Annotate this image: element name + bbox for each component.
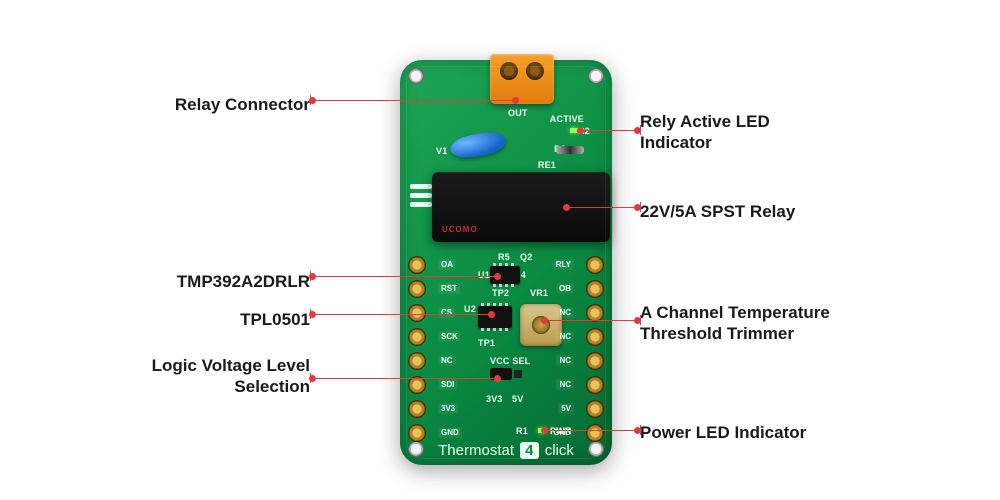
mikrobus-pin [586, 256, 604, 274]
callout-label: TPL0501 [240, 309, 310, 330]
pin-label: 3V3 [438, 403, 458, 414]
silk-r5: R5 [498, 252, 510, 262]
mikrobus-pin [586, 328, 604, 346]
ic-tpl0501 [478, 306, 512, 328]
capacitor-v1 [449, 129, 508, 160]
callout-tick [310, 95, 311, 105]
silk-vccsel: VCC SEL [490, 356, 530, 366]
silk-active: ACTIVE [550, 114, 584, 124]
mikrobus-pin [408, 352, 426, 370]
callout-tick [310, 373, 311, 383]
silk-u1: U1 [478, 270, 490, 280]
callout-tick [640, 125, 641, 135]
callout-leader [578, 130, 640, 131]
silk-d1: D1 [554, 144, 566, 154]
mikrobus-pin [586, 424, 604, 442]
mikrobus-pin [408, 328, 426, 346]
silk-vr1: VR1 [530, 288, 548, 298]
callout-tick [310, 309, 311, 319]
callout-leader [310, 276, 500, 277]
vcc-sel-jumper [492, 370, 522, 394]
mikrobus-pin [586, 352, 604, 370]
mikroe-logo-icon [410, 180, 432, 206]
pin-label: RST [438, 283, 460, 294]
pin-label: CS [438, 307, 455, 318]
pin-label: OA [438, 259, 456, 270]
silk-r4: R4 [514, 270, 526, 280]
mikrobus-pin [586, 280, 604, 298]
pin-label: SDI [438, 379, 457, 390]
threshold-trimmer [520, 304, 562, 346]
callout-label: TMP392A2DRLR [177, 271, 310, 292]
mikrobus-pin [586, 376, 604, 394]
mount-hole [588, 68, 604, 84]
callout-tick [640, 315, 641, 325]
mikrobus-pins-left: OARSTCSSCKNCSDI3V3GND [408, 256, 426, 448]
callout-label: A Channel TemperatureThreshold Trimmer [640, 302, 830, 345]
callout-leader [542, 320, 640, 321]
pin-label: GND [438, 427, 462, 438]
silk-u2: U2 [464, 304, 476, 314]
pin-label: GND [550, 427, 574, 438]
silk-3v3: 3V3 [486, 394, 503, 404]
diode-d1 [556, 146, 584, 154]
callout-leader [310, 100, 518, 101]
pin-label: NC [556, 355, 574, 366]
pin-label: NC [556, 307, 574, 318]
silk-re1: RE1 [538, 160, 556, 170]
mikrobus-pin [408, 400, 426, 418]
mikrobus-pin [408, 256, 426, 274]
mount-hole [408, 68, 424, 84]
callout-tick [640, 425, 641, 435]
silk-pwr: PWR [550, 426, 572, 436]
title-prefix: Thermostat [438, 442, 514, 459]
title-number: 4 [520, 442, 538, 459]
silk-v1: V1 [436, 146, 447, 156]
callout-label: Logic Voltage LevelSelection [152, 355, 310, 398]
pin-label: OB [556, 283, 574, 294]
callout-label: Rely Active LEDIndicator [640, 111, 770, 154]
pin-label: SCK [438, 331, 461, 342]
mikrobus-pin [586, 400, 604, 418]
callout-leader [310, 378, 500, 379]
callout-leader [542, 430, 640, 431]
pin-label: NC [438, 355, 456, 366]
click-board-infographic: OUT ACTIVE R2 D1 V1 RE1 UCOMO R5 Q2 U1 R… [0, 0, 1000, 500]
mikrobus-pin [408, 304, 426, 322]
callout-label: Relay Connector [175, 94, 310, 115]
pin-label: RLY [553, 259, 574, 270]
pin-label: NC [556, 331, 574, 342]
silk-tp2: TP2 [492, 288, 509, 298]
silk-out: OUT [508, 108, 528, 118]
callout-label: 22V/5A SPST Relay [640, 201, 795, 222]
mikrobus-pin [408, 280, 426, 298]
relay-brand-label: UCOMO [442, 225, 478, 234]
pin-label: NC [556, 379, 574, 390]
silk-r1: R1 [516, 426, 528, 436]
callout-label: Power LED Indicator [640, 422, 806, 443]
relay-connector-terminal [490, 54, 554, 104]
callout-leader [310, 314, 494, 315]
silk-5v: 5V [512, 394, 523, 404]
mikrobus-pin [408, 424, 426, 442]
board-title: Thermostat 4 click [400, 442, 612, 459]
pin-label: 5V [558, 403, 574, 414]
mikrobus-pins-right: RLYOBNCNCNCNC5VGND [586, 256, 604, 448]
title-suffix: click [545, 442, 574, 459]
callout-leader [564, 207, 640, 208]
callout-tick [640, 202, 641, 212]
silk-q2: Q2 [520, 252, 532, 262]
pcb-board: OUT ACTIVE R2 D1 V1 RE1 UCOMO R5 Q2 U1 R… [400, 60, 612, 465]
callout-tick [310, 271, 311, 281]
silk-tp1: TP1 [478, 338, 495, 348]
